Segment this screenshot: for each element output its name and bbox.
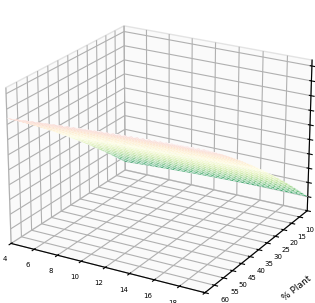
Y-axis label: % Plant: % Plant <box>280 274 313 303</box>
